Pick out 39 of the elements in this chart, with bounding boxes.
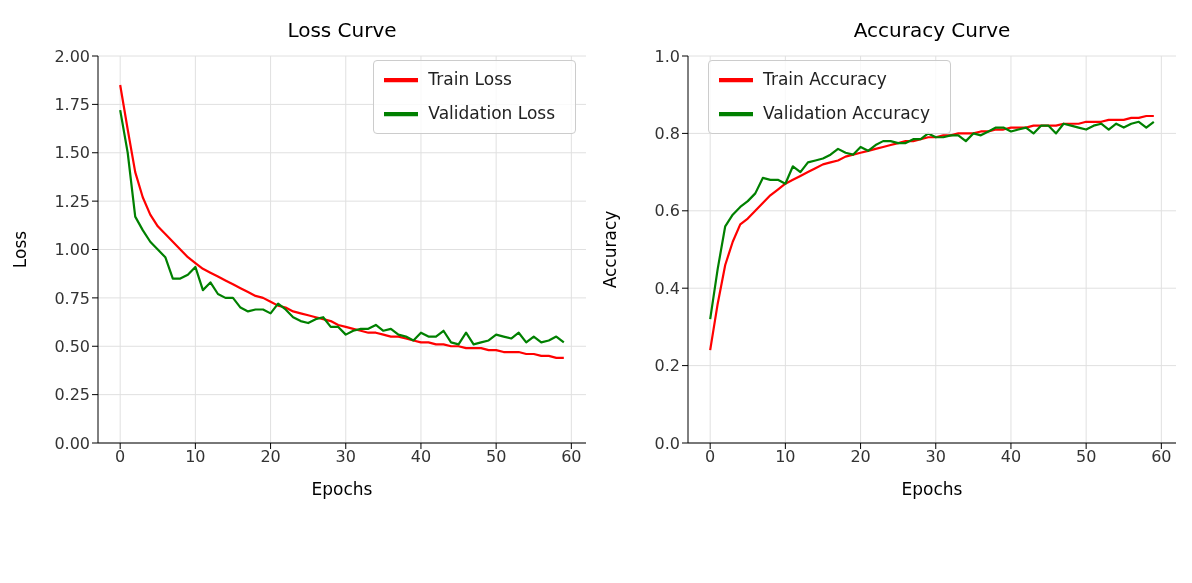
x-tick-label: 0 <box>705 447 716 467</box>
x-tick-label: 60 <box>1151 447 1172 467</box>
legend-label: Train Accuracy <box>763 69 887 89</box>
x-tick-label: 20 <box>850 447 871 467</box>
y-tick-label: 0.4 <box>654 278 680 298</box>
y-tick-label: 0.6 <box>654 201 680 221</box>
x-tick-label: 30 <box>925 447 946 467</box>
y-axis-title: Accuracy <box>600 210 621 289</box>
y-tick-label: 0.00 <box>54 433 90 453</box>
y-tick-label: 0.0 <box>654 433 680 453</box>
y-tick-label: 1.0 <box>654 46 680 66</box>
legend-label: Validation Accuracy <box>763 103 930 123</box>
x-tick-label: 10 <box>775 447 796 467</box>
x-tick-label: 50 <box>485 447 507 467</box>
x-tick-label: 30 <box>335 447 356 467</box>
y-tick-label: 0.8 <box>654 124 680 144</box>
y-tick-label: 0.2 <box>654 356 680 376</box>
x-tick-label: 40 <box>410 447 432 467</box>
y-tick-label: 1.75 <box>54 95 90 115</box>
x-tick-label: 10 <box>185 447 206 467</box>
x-tick-label: 60 <box>561 447 582 467</box>
x-axis-title: Epochs <box>311 479 373 499</box>
x-tick-label: 0 <box>115 447 126 467</box>
x-tick-label: 20 <box>260 447 281 467</box>
y-tick-label: 2.00 <box>54 46 90 66</box>
y-tick-label: 1.00 <box>54 240 90 260</box>
y-tick-label: 0.25 <box>54 385 90 405</box>
x-axis-title: Epochs <box>901 479 963 499</box>
y-axis-title: Loss <box>10 230 31 269</box>
y-tick-label: 1.50 <box>54 143 90 163</box>
legend-label: Validation Loss <box>428 103 555 123</box>
y-tick-label: 1.25 <box>54 191 90 211</box>
y-tick-label: 0.75 <box>54 288 90 308</box>
x-tick-label: 50 <box>1075 447 1097 467</box>
y-tick-label: 0.50 <box>54 336 90 356</box>
chart-title: Accuracy Curve <box>852 18 1012 42</box>
legend-label: Train Loss <box>428 69 512 89</box>
chart-title: Loss Curve <box>286 18 398 42</box>
x-tick-label: 40 <box>1000 447 1022 467</box>
